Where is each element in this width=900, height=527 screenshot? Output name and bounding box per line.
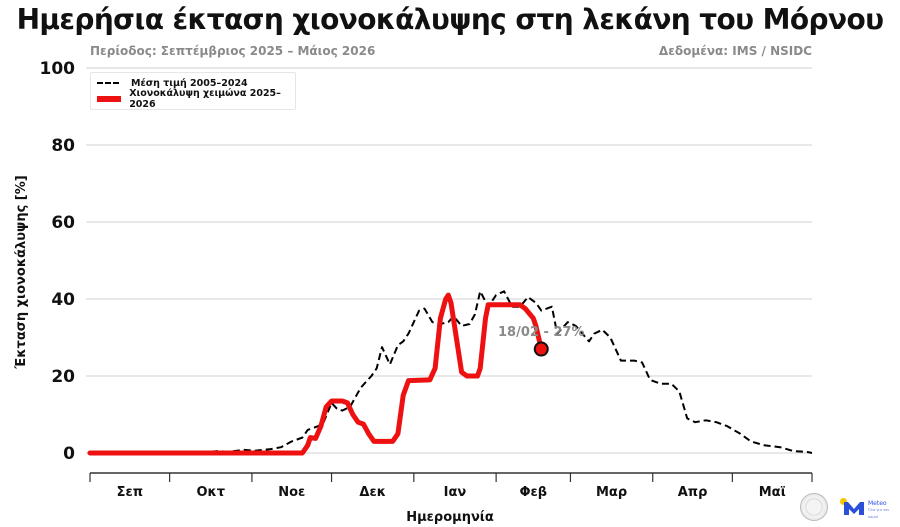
meteo-sun-icon: [840, 498, 847, 505]
legend-item-mean: Μέση τιμή 2005–2024: [97, 76, 248, 90]
meteo-m-logo-icon: [844, 502, 864, 515]
chart-title: Ημερήσια έκταση χιονοκάλυψης στη λεκάνη …: [16, 3, 884, 36]
x-tick-label: Φεβ: [519, 485, 547, 500]
x-tick-label: Νοε: [278, 485, 305, 500]
x-tick-label: Μαϊ: [759, 485, 786, 500]
red-line-swatch-icon: [97, 96, 122, 102]
x-tick-label: Ιαν: [444, 485, 467, 500]
latest-value-marker: [533, 341, 549, 357]
chart-legend: Μέση τιμή 2005–2024 Χιονοκάλυψη χειμώνα …: [90, 72, 296, 110]
gridlines: [86, 67, 812, 454]
meteo-brand: Meteo Όλα για τον καιρό: [868, 500, 900, 521]
y-tick-label: 40: [51, 290, 75, 310]
x-tick-label: Σεπ: [117, 485, 143, 500]
university-seal-icon: [800, 493, 828, 521]
y-tick-label: 80: [51, 136, 75, 156]
x-tick-label: Απρ: [678, 485, 708, 500]
chart-source-subtitle: Δεδομένα: IMS / NSIDC: [658, 44, 812, 58]
y-axis-label: Έκταση χιονοκάλυψης [%]: [14, 175, 29, 369]
x-tick-label: Μαρ: [596, 485, 627, 500]
logos: Meteo Όλα για τον καιρό: [798, 492, 900, 524]
y-tick-label: 0: [63, 444, 75, 464]
y-tick-label: 60: [51, 213, 75, 233]
meteo-tagline: Όλα για τον καιρό: [868, 508, 890, 519]
meteo-brand-name: Meteo: [868, 500, 887, 507]
x-axis-label: Ημερομηνία: [406, 510, 494, 525]
x-axis: Σεπ Οκτ Νοε Δεκ Ιαν Φεβ Μαρ Απρ Μαϊ: [89, 472, 813, 500]
y-tick-label: 100: [40, 59, 76, 79]
legend-item-current: Χιονοκάλυψη χειμώνα 2025–2026: [97, 88, 295, 110]
dashed-line-swatch-icon: [97, 82, 119, 84]
legend-mean-label: Μέση τιμή 2005–2024: [131, 77, 248, 89]
legend-current-label: Χιονοκάλυψη χειμώνα 2025–2026: [129, 88, 281, 110]
latest-value-annotation: 18/02 - 27%: [498, 325, 585, 340]
y-tick-label: 20: [51, 367, 75, 387]
x-tick-label: Οκτ: [196, 485, 225, 500]
x-tick-label: Δεκ: [359, 485, 386, 500]
y-axis-ticks: 0 20 40 60 80 100: [40, 59, 76, 464]
chart-period-subtitle: Περίοδος: Σεπτέμβριος 2025 – Μάιος 2026: [90, 44, 376, 58]
current-season-line: [87, 292, 544, 456]
